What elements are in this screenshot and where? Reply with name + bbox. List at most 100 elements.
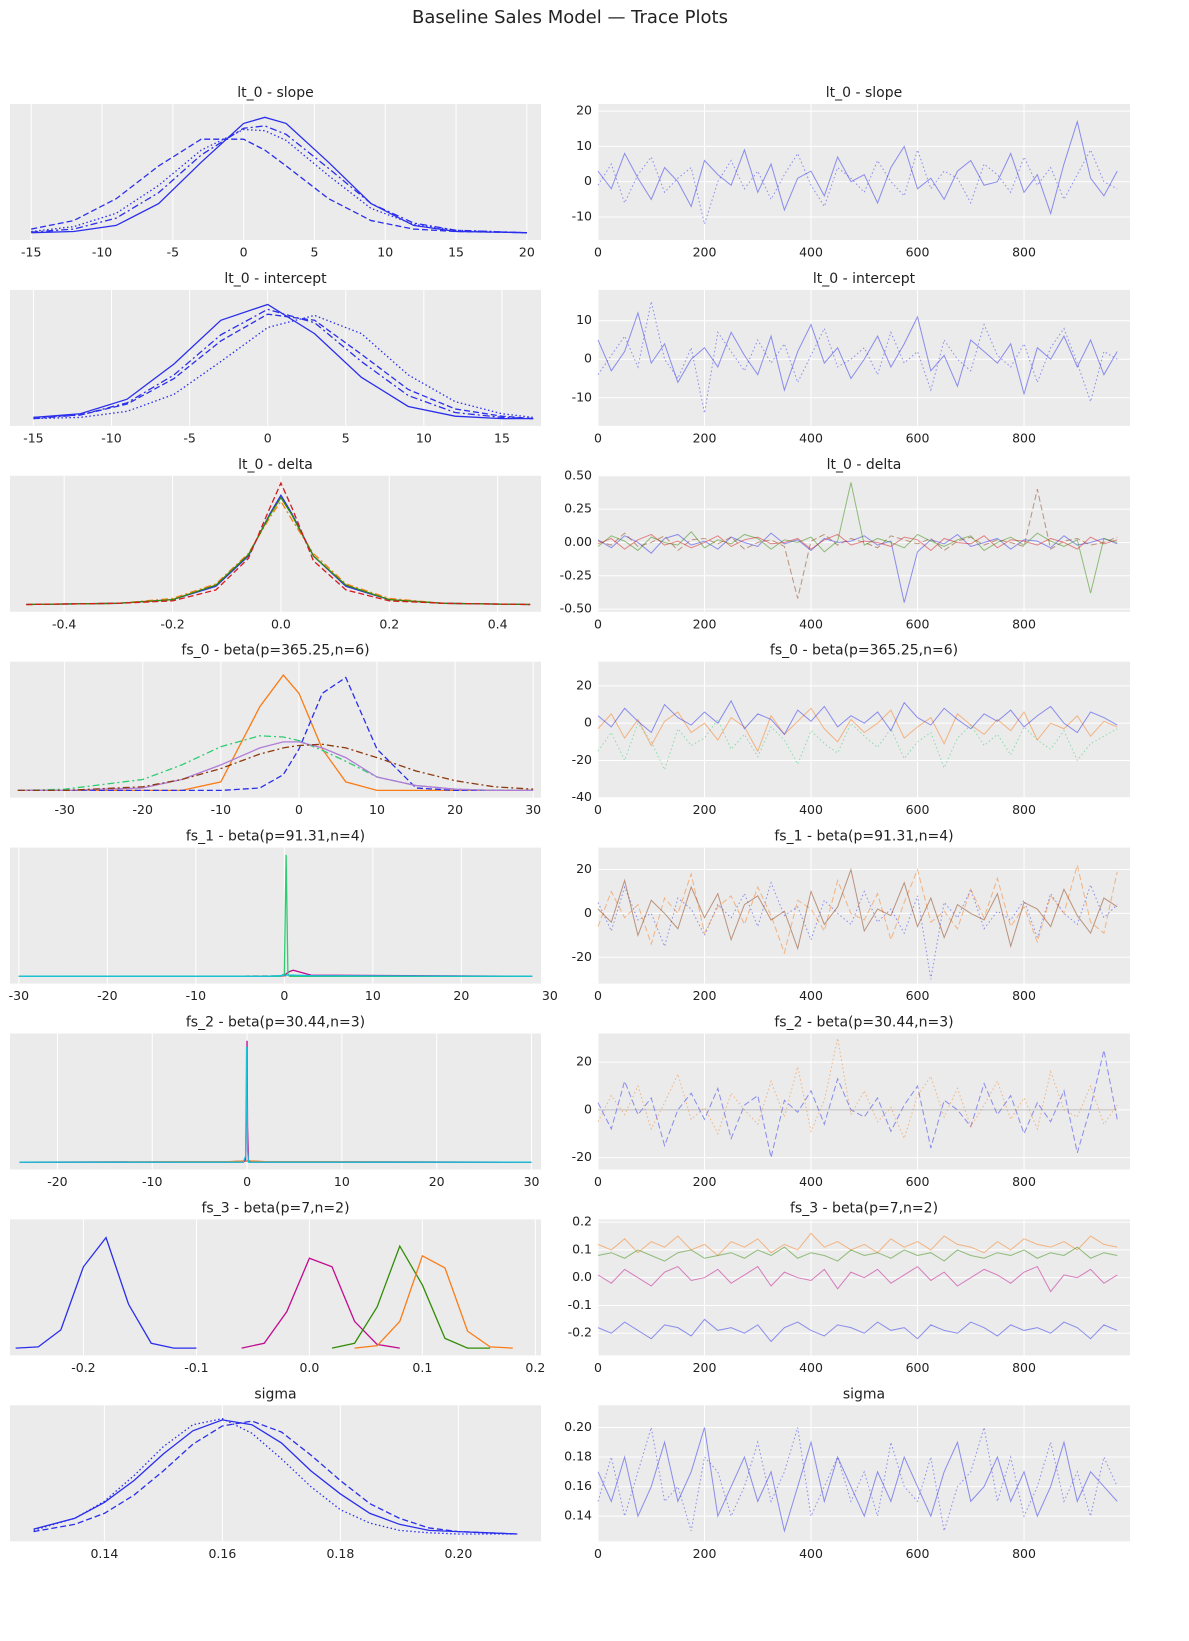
x-tick-label: 600: [906, 616, 930, 631]
x-tick-label: 200: [693, 988, 717, 1003]
x-tick-label: 0: [295, 802, 303, 817]
x-tick-label: 0: [594, 802, 602, 817]
figure-title: Baseline Sales Model — Trace Plots: [412, 7, 728, 28]
trace-line: [597, 532, 1118, 603]
x-tick-label: -15: [21, 245, 41, 260]
density-line: [33, 303, 534, 420]
y-tick-label: 0: [584, 715, 592, 730]
y-tick-label: 0.20: [564, 1419, 592, 1434]
plot-area: [10, 1405, 541, 1542]
trace-line: [597, 699, 1118, 736]
x-tick-label: 800: [1012, 1360, 1036, 1375]
plot-area: [598, 1033, 1130, 1170]
x-tick-label: 400: [799, 802, 823, 817]
density-line: [31, 138, 527, 234]
y-tick-label: -20: [572, 752, 592, 767]
plot-area: [10, 661, 541, 798]
x-tick-label: -20: [47, 1174, 67, 1189]
panel-title: fs_1 - beta(p=91.31,n=4): [774, 829, 953, 845]
x-tick-label: 0: [594, 245, 602, 260]
x-tick-label: 0.2: [525, 1360, 545, 1375]
y-tick-label: 0.2: [572, 1214, 592, 1229]
y-tick-label: 0.1: [572, 1241, 592, 1256]
y-tick-label: -20: [572, 1149, 592, 1164]
x-tick-label: 0: [280, 988, 288, 1003]
trace-line: [597, 301, 1118, 414]
x-tick-label: 30: [525, 802, 541, 817]
panel-title: lt_0 - intercept: [813, 271, 916, 287]
density-line: [33, 1417, 518, 1535]
density-line: [17, 735, 534, 792]
y-tick-label: -0.1: [568, 1297, 592, 1312]
trace-line: [597, 1038, 1118, 1140]
x-tick-label: -10: [92, 245, 112, 260]
y-tick-label: 0: [584, 351, 592, 366]
x-tick-label: 200: [693, 1360, 717, 1375]
density-line: [19, 1046, 532, 1163]
y-tick-label: 0: [584, 905, 592, 920]
trace-line: [597, 1427, 1118, 1532]
density-line: [33, 308, 534, 420]
panel-title: fs_3 - beta(p=7,n=2): [790, 1200, 938, 1216]
panel-title: lt_0 - delta: [827, 457, 902, 473]
x-tick-label: 20: [519, 245, 535, 260]
x-tick-label: 30: [524, 1174, 540, 1189]
trace-line: [597, 482, 1118, 594]
density-line: [31, 116, 527, 234]
density-line: [354, 1254, 513, 1349]
y-tick-label: 0.16: [564, 1478, 592, 1493]
trace-line: [597, 707, 1118, 753]
x-tick-label: 0.14: [90, 1546, 118, 1561]
x-tick-label: -0.1: [184, 1360, 208, 1375]
x-tick-label: 0: [594, 1546, 602, 1561]
panel-title: fs_2 - beta(p=30.44,n=3): [774, 1015, 953, 1031]
y-tick-label: -0.25: [560, 567, 592, 582]
x-tick-label: 200: [693, 616, 717, 631]
x-tick-label: 800: [1012, 245, 1036, 260]
x-tick-label: 0.0: [299, 1360, 319, 1375]
x-tick-label: 0: [243, 1174, 251, 1189]
x-tick-label: -0.2: [160, 616, 184, 631]
trace-line: [597, 718, 1118, 772]
y-tick-label: 20: [576, 103, 592, 118]
x-tick-label: 600: [906, 802, 930, 817]
x-tick-label: 30: [542, 988, 558, 1003]
x-tick-label: -0.4: [52, 616, 76, 631]
y-tick-label: 0: [584, 1101, 592, 1116]
x-tick-label: 0: [240, 245, 248, 260]
x-tick-label: 800: [1012, 802, 1036, 817]
trace-line: [597, 311, 1118, 396]
y-tick-label: 0.18: [564, 1449, 592, 1464]
x-tick-label: 600: [906, 1546, 930, 1561]
x-tick-label: 400: [799, 245, 823, 260]
x-tick-label: 200: [693, 802, 717, 817]
panel-title: lt_0 - delta: [238, 457, 313, 473]
trace-line: [597, 1246, 1118, 1262]
x-tick-label: 400: [799, 430, 823, 445]
x-tick-label: 400: [799, 1546, 823, 1561]
density-line: [26, 496, 531, 606]
trace-line: [597, 148, 1118, 226]
density-line: [17, 676, 534, 792]
x-tick-label: 0: [594, 1360, 602, 1375]
x-tick-label: -20: [133, 802, 153, 817]
x-tick-label: 0: [594, 616, 602, 631]
x-tick-label: 10: [369, 802, 385, 817]
plot-area: [598, 847, 1130, 984]
x-tick-label: 200: [693, 430, 717, 445]
x-tick-label: 0.18: [326, 1546, 354, 1561]
x-tick-label: 0.1: [412, 1360, 432, 1375]
x-tick-label: 400: [799, 988, 823, 1003]
y-tick-label: 10: [576, 138, 592, 153]
y-tick-label: 20: [576, 1054, 592, 1069]
density-line: [19, 1160, 532, 1163]
x-tick-label: 10: [334, 1174, 350, 1189]
x-tick-label: 400: [799, 1174, 823, 1189]
y-tick-label: 0.25: [564, 501, 592, 516]
plot-area: [10, 1033, 541, 1170]
density-line: [26, 500, 531, 606]
plot-area: [598, 1219, 1130, 1356]
y-tick-label: 20: [576, 677, 592, 692]
trace-line: [597, 1427, 1118, 1533]
